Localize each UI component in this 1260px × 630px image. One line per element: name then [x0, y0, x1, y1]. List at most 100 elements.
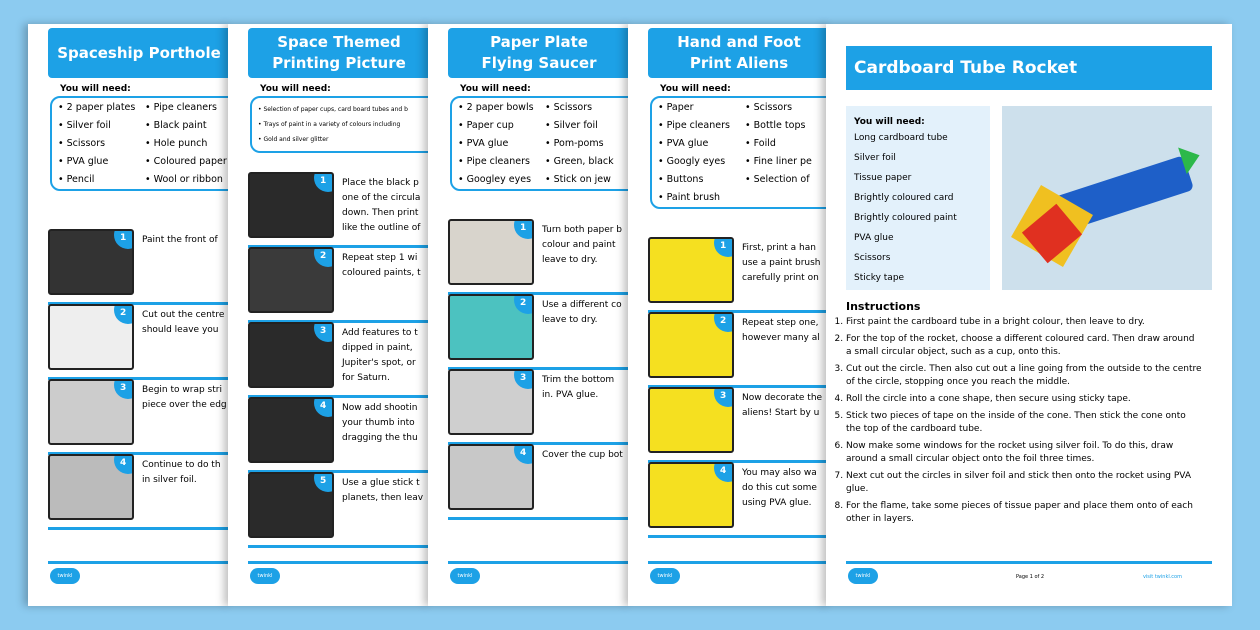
material-item: • Wool or ribbon: [145, 174, 223, 185]
material-item: • Pipe cleaners: [458, 156, 530, 167]
material-item: Brightly coloured paint: [854, 213, 957, 223]
step-row: 4 Cover the cup bot: [448, 444, 630, 520]
step-text: Cover the cup bot: [542, 450, 623, 460]
twinkl-logo: twinkl: [250, 568, 280, 584]
material-item: • 2 paper plates: [58, 102, 136, 113]
material-item: • Selection of paper cups, card board tu…: [258, 106, 408, 113]
material-item: • Pipe cleaners: [658, 120, 730, 131]
material-item: Tissue paper: [854, 173, 912, 183]
material-item: • Selection of: [745, 174, 810, 185]
material-item: • Paint brush: [658, 192, 721, 203]
step-photo: 1: [648, 237, 734, 303]
step-row: 3 Add features to t dipped in paint, Jup…: [248, 322, 430, 398]
material-item: • Hole punch: [145, 138, 208, 149]
step-text: Begin to wrap stri piece over the edg: [142, 385, 227, 410]
material-item: • Pencil: [58, 174, 95, 185]
material-item: • Silver foil: [545, 120, 598, 131]
step-photo: 2: [48, 304, 134, 370]
step-number: 1: [514, 221, 532, 239]
step-photo: 4: [648, 462, 734, 528]
instruction-step: First paint the cardboard tube in a brig…: [846, 316, 1202, 329]
worksheet-title: Spaceship Porthole: [48, 28, 230, 78]
need-label: You will need:: [60, 84, 131, 94]
step-row: 4 Continue to do th in silver foil.: [48, 454, 230, 530]
step-photo: 1: [48, 229, 134, 295]
step-row: 1 Paint the front of: [48, 229, 230, 305]
step-number: 4: [314, 399, 332, 417]
step-row: 2 Use a different co leave to dry.: [448, 294, 630, 370]
materials-box: • 2 paper plates • Pipe cleaners • Silver …: [50, 96, 230, 191]
material-item: • Scissors: [745, 102, 793, 113]
material-item: • Pipe cleaners: [145, 102, 217, 113]
material-item: • Paper cup: [458, 120, 514, 131]
step-number: 1: [314, 174, 332, 192]
material-item: • Trays of paint in a variety of colours…: [258, 121, 401, 128]
instruction-step: Now make some windows for the rocket usi…: [846, 440, 1202, 466]
step-photo: 1: [448, 219, 534, 285]
material-item: • Pom-poms: [545, 138, 604, 149]
step-photo: 3: [248, 322, 334, 388]
material-item: • Bottle tops: [745, 120, 806, 131]
step-number: 1: [114, 231, 132, 249]
step-text: Repeat step 1 wi coloured paints, t: [342, 253, 421, 278]
material-item: Sticky tape: [854, 273, 905, 283]
instruction-step: Next cut out the circles in silver foil …: [846, 470, 1202, 496]
step-photo: 2: [448, 294, 534, 360]
materials-box: • Selection of paper cups, card board tu…: [250, 96, 430, 153]
material-item: • Silver foil: [58, 120, 111, 131]
worksheet-title: Paper Plate Flying Saucer: [448, 28, 630, 78]
material-item: • Scissors: [545, 102, 593, 113]
step-number: 2: [314, 249, 332, 267]
material-item: • 2 paper bowls: [458, 102, 534, 113]
step-photo: 1: [248, 172, 334, 238]
instruction-step: Stick two pieces of tape on the inside o…: [846, 410, 1202, 436]
need-label: You will need:: [854, 117, 925, 127]
step-text: Add features to t dipped in paint, Jupit…: [342, 328, 418, 383]
instructions-heading: Instructions: [846, 300, 921, 313]
material-item: Silver foil: [854, 153, 896, 163]
worksheet-page: Spaceship Porthole You will need: • 2 pa…: [28, 24, 230, 606]
worksheet-page: Hand and Foot Print Aliens You will need…: [628, 24, 830, 606]
worksheet-title: Space Themed Printing Picture: [248, 28, 430, 78]
site-link: visit twinkl.com: [1142, 574, 1182, 580]
material-item: • PVA glue: [458, 138, 509, 149]
need-label: You will need:: [660, 84, 731, 94]
step-row: 5 Use a glue stick t planets, then leav: [248, 472, 430, 548]
step-number: 2: [714, 314, 732, 332]
material-item: Brightly coloured card: [854, 193, 954, 203]
step-row: 1 Turn both paper b colour and paint lea…: [448, 219, 630, 295]
twinkl-logo: twinkl: [848, 568, 878, 584]
need-label: You will need:: [460, 84, 531, 94]
step-text: Cut out the centre should leave you: [142, 310, 225, 335]
step-number: 3: [314, 324, 332, 342]
step-text: Place the black p one of the circula dow…: [342, 178, 421, 233]
step-text: Use a glue stick t planets, then leav: [342, 478, 424, 503]
material-item: • Black paint: [145, 120, 207, 131]
step-number: 5: [314, 474, 332, 492]
material-item: • Paper: [658, 102, 694, 113]
step-photo: 3: [448, 369, 534, 435]
step-photo: 4: [48, 454, 134, 520]
materials-box: • Paper • Scissors • Pipe cleaners • Bottle…: [650, 96, 830, 209]
step-text: Paint the front of: [142, 235, 218, 245]
material-item: • Foild: [745, 138, 776, 149]
material-item: • Green, black: [545, 156, 614, 167]
rocket-photo: [1002, 106, 1212, 290]
worksheet-page: Space Themed Printing Picture You will n…: [228, 24, 430, 606]
materials-box: • 2 paper bowls • Scissors • Paper cup • Si…: [450, 96, 630, 191]
step-photo: 4: [448, 444, 534, 510]
worksheet-title: Cardboard Tube Rocket: [846, 46, 1212, 90]
instruction-step: For the flame, take some pieces of tissu…: [846, 500, 1202, 526]
step-photo: 5: [248, 472, 334, 538]
step-row: 3 Trim the bottom in. PVA glue.: [448, 369, 630, 445]
step-row: 3 Now decorate the aliens! Start by u: [648, 387, 830, 463]
twinkl-logo: twinkl: [650, 568, 680, 584]
material-item: • Fine liner pe: [745, 156, 812, 167]
materials-panel: You will need: Long cardboard tube Silver…: [846, 106, 990, 290]
instruction-step: Cut out the circle. Then also cut out a …: [846, 363, 1202, 389]
twinkl-logo: twinkl: [50, 568, 80, 584]
step-number: 3: [514, 371, 532, 389]
step-text: Continue to do th in silver foil.: [142, 460, 221, 485]
step-text: Now decorate the aliens! Start by u: [742, 393, 823, 418]
need-label: You will need:: [260, 84, 331, 94]
